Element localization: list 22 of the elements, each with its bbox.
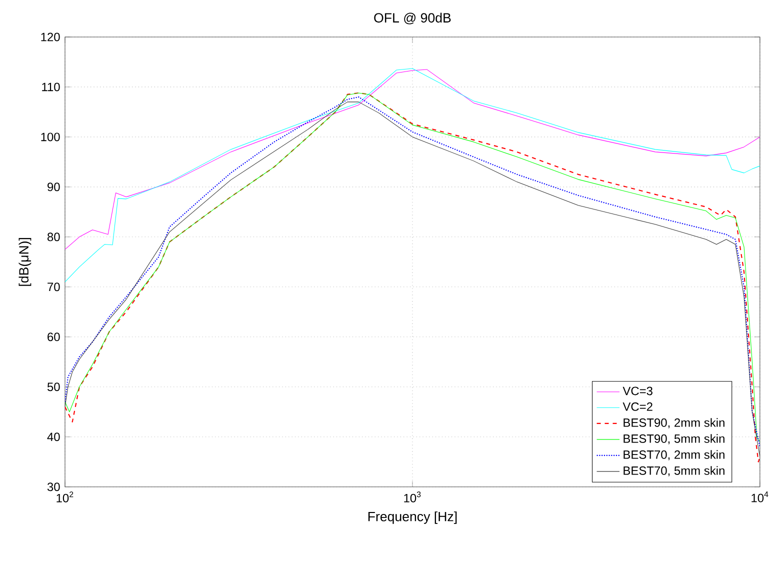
y-tick-label: 90 bbox=[48, 182, 60, 192]
y-tick-label: 70 bbox=[48, 282, 60, 292]
legend-label: BEST90, 5mm skin bbox=[624, 434, 724, 444]
legend-label: BEST90, 2mm skin bbox=[624, 418, 724, 428]
y-tick-label: 100 bbox=[41, 132, 60, 142]
y-tick-label: 50 bbox=[47, 382, 60, 392]
x-tick-label: 10$^{4}$ bbox=[752, 492, 768, 502]
legend-label: BEST70, 2mm skin bbox=[624, 450, 724, 460]
y-tick-label: 80 bbox=[48, 232, 60, 242]
y-tick-label: 120 bbox=[41, 32, 60, 42]
x-axis-title: Frequency [Hz] bbox=[368, 512, 457, 524]
x-tick-label: 10$^{3}$ bbox=[404, 492, 421, 502]
y-tick-label: 60 bbox=[48, 332, 60, 342]
x-tick-label: 10$^{2}$ bbox=[56, 492, 74, 502]
legend-label: VC=2 bbox=[622, 402, 652, 411]
legend-label: BEST70, 5mm skin bbox=[624, 466, 724, 476]
legend-label: VC=3 bbox=[622, 386, 652, 396]
y-tick-label: 30 bbox=[47, 482, 60, 492]
chart-title: OFL @ 90dB bbox=[374, 12, 451, 24]
y-axis-title: [dB(μN)] bbox=[18, 238, 32, 286]
y-tick-label: 110 bbox=[42, 82, 60, 92]
y-tick-label: 40 bbox=[47, 432, 60, 442]
